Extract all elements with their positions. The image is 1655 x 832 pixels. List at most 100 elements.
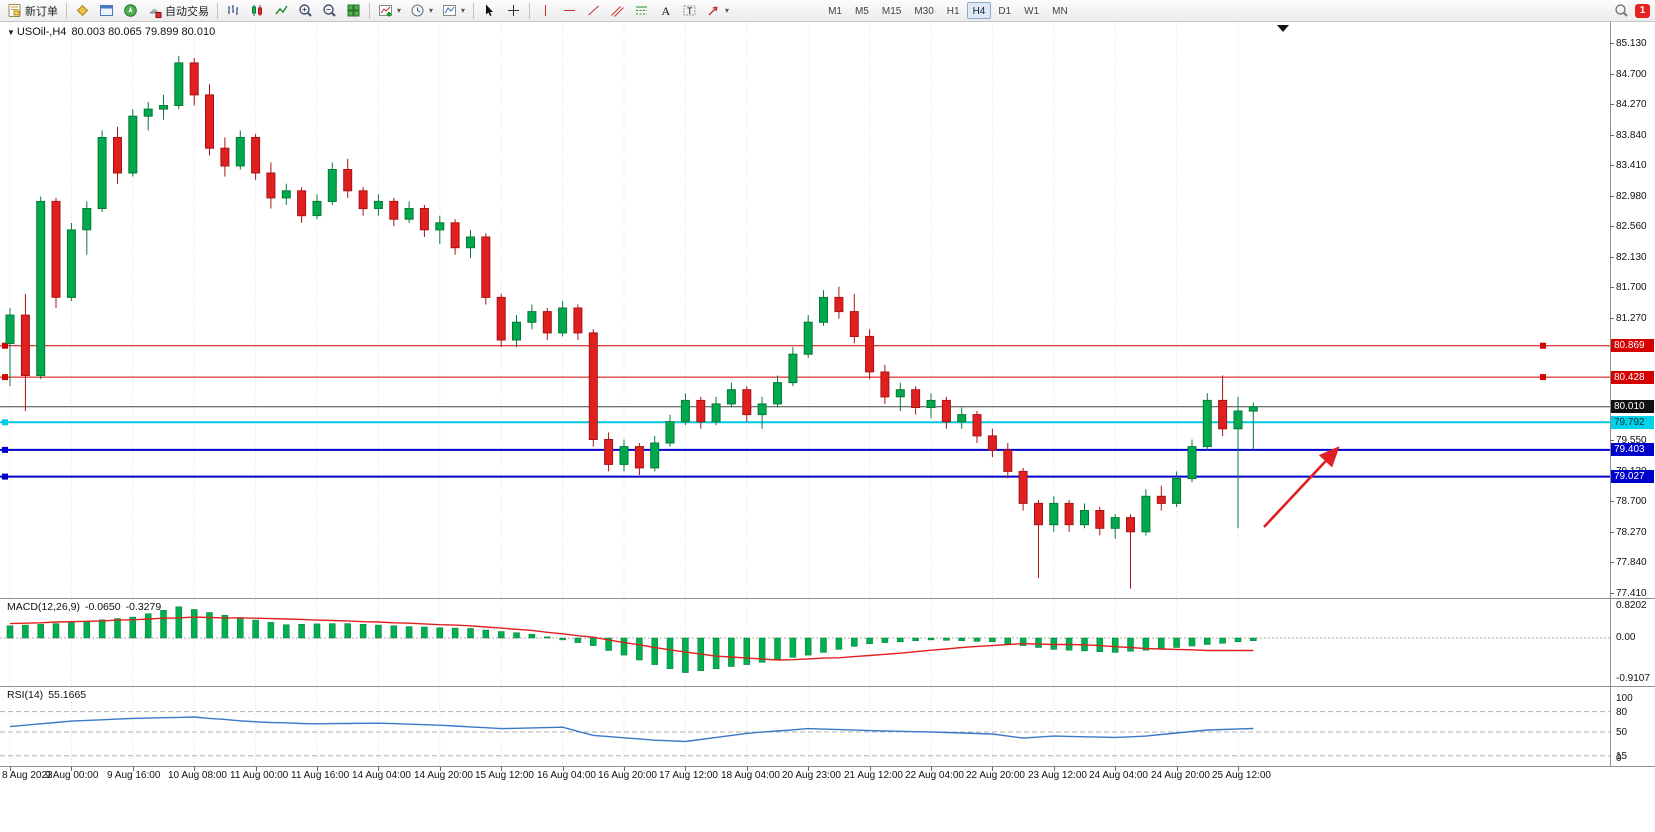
time-axis-label: 17 Aug 12:00: [659, 770, 718, 781]
chevron-down-icon: ▾: [397, 6, 402, 15]
chevron-down-icon: ▾: [461, 6, 466, 15]
templates-button[interactable]: ▾: [438, 1, 469, 20]
candle: [297, 190, 307, 217]
macd-histogram-bar: [83, 621, 91, 639]
candle: [1141, 495, 1151, 533]
line-handle[interactable]: [2, 419, 8, 426]
time-axis[interactable]: 8 Aug 2023 9 Aug 00:00 9 Aug 16:00 10 Aug 0…: [0, 767, 1655, 787]
macd-histogram-bar: [329, 623, 336, 639]
macd-histogram-bar: [98, 619, 106, 639]
timeframe-mn-button[interactable]: MN: [1052, 6, 1068, 17]
line-handle[interactable]: [2, 446, 8, 453]
tile-windows-button[interactable]: [342, 1, 365, 20]
text-icon: A: [662, 4, 671, 18]
time-axis-label: 9 Aug 16:00: [107, 770, 161, 781]
macd-histogram-bar: [1004, 637, 1012, 644]
timeframe-m15-button[interactable]: M15: [881, 6, 902, 17]
candle: [220, 147, 230, 167]
candle: [281, 190, 291, 199]
notification-badge[interactable]: 1: [1635, 3, 1650, 18]
trendline-icon: [588, 5, 599, 16]
timeframe-m5-button[interactable]: M5: [854, 6, 869, 17]
vertical-line-tool-button[interactable]: [534, 1, 557, 20]
symbol-collapse-icon[interactable]: ▼: [7, 28, 15, 37]
timeframe-h1-button[interactable]: H1: [946, 6, 960, 17]
candle: [527, 311, 537, 323]
arrows-tool-button[interactable]: ▾: [702, 1, 733, 20]
macd-histogram-bar: [298, 624, 305, 639]
time-axis-label: 22 Aug 04:00: [905, 770, 964, 781]
time-tick: [931, 767, 932, 771]
toolbar: 新订单 自动交易 ▾ ▾ ▾: [0, 0, 1655, 22]
market-watch-button[interactable]: [71, 1, 94, 20]
new-order-label: 新订单: [25, 5, 58, 18]
crosshair-button[interactable]: [502, 1, 525, 20]
time-axis-label: 9 Aug 00:00: [45, 770, 99, 781]
macd-histogram-bar: [52, 623, 60, 639]
candle: [849, 311, 859, 338]
cursor-button[interactable]: [478, 1, 501, 20]
line-chart-mode-button[interactable]: [270, 1, 293, 20]
data-window-button[interactable]: [95, 1, 118, 20]
trend-arrow-annotation[interactable]: [1263, 446, 1340, 528]
price-chart[interactable]: [0, 22, 1655, 598]
candle: [435, 222, 445, 231]
timeframe-m30-button[interactable]: M30: [914, 6, 934, 17]
candle: [1172, 478, 1182, 504]
line-handle[interactable]: [2, 342, 8, 349]
macd-histogram-bar: [375, 624, 382, 639]
macd-histogram-bar: [605, 637, 612, 651]
indicators-button[interactable]: ▾: [374, 1, 405, 20]
arrow-tool-icon: [708, 6, 718, 16]
zoom-in-button[interactable]: [294, 1, 317, 20]
timeframe-w1-button[interactable]: W1: [1024, 6, 1040, 17]
time-axis-label: 22 Aug 20:00: [966, 770, 1025, 781]
timeframe-d1-button[interactable]: D1: [998, 6, 1012, 17]
time-tick: [870, 767, 871, 771]
template-icon: [443, 5, 457, 16]
navigator-button[interactable]: [119, 1, 142, 20]
panel-divider[interactable]: [0, 686, 1655, 687]
candlestick-mode-button[interactable]: [246, 1, 269, 20]
toolbar-separator: [66, 2, 67, 19]
macd-histogram-bar: [283, 624, 290, 639]
axis-tick: [1610, 226, 1614, 227]
time-axis-label: 23 Aug 12:00: [1028, 770, 1087, 781]
line-handle[interactable]: [1540, 342, 1546, 349]
candle: [604, 439, 614, 465]
time-tick: [747, 767, 748, 771]
macd-histogram-bar: [1204, 637, 1211, 645]
timeframe-group: M1 M5 M15 M30 H1 H4 D1 W1 MN: [822, 2, 1074, 19]
scroll-to-end-marker[interactable]: [1277, 25, 1289, 32]
svg-text:A: A: [662, 4, 671, 18]
candle: [911, 389, 921, 409]
horizontal-line-tool-button[interactable]: [558, 1, 581, 20]
trendline-tool-button[interactable]: [582, 1, 605, 20]
line-handle[interactable]: [2, 473, 8, 480]
rsi-panel-chart[interactable]: [0, 687, 1655, 766]
new-order-button[interactable]: 新订单: [3, 1, 62, 20]
candle: [128, 115, 138, 174]
macd-panel-chart[interactable]: [0, 599, 1655, 686]
macd-label: MACD(12,26,9) -0.0650 -0.3279: [7, 601, 162, 613]
zoom-out-button[interactable]: [318, 1, 341, 20]
text-tool-button[interactable]: A: [654, 1, 677, 20]
crosshair-icon: [508, 5, 520, 16]
panel-divider[interactable]: [0, 598, 1655, 599]
periods-button[interactable]: ▾: [406, 1, 437, 20]
line-handle[interactable]: [1540, 374, 1546, 381]
channel-tool-button[interactable]: [606, 1, 629, 20]
bar-chart-mode-button[interactable]: [222, 1, 245, 20]
line-handle[interactable]: [2, 374, 8, 381]
price-axis-label: 78.270: [1616, 527, 1647, 538]
timeframe-m1-button[interactable]: M1: [828, 6, 842, 17]
fibonacci-tool-button[interactable]: [630, 1, 653, 20]
auto-trading-button[interactable]: 自动交易: [143, 1, 213, 20]
timeframe-h4-button[interactable]: H4: [966, 2, 992, 19]
time-tick: [256, 767, 257, 771]
search-icon[interactable]: [1614, 3, 1629, 18]
macd-histogram-bar: [1219, 637, 1226, 644]
time-tick: [685, 767, 686, 771]
label-tool-button[interactable]: T: [678, 1, 701, 20]
